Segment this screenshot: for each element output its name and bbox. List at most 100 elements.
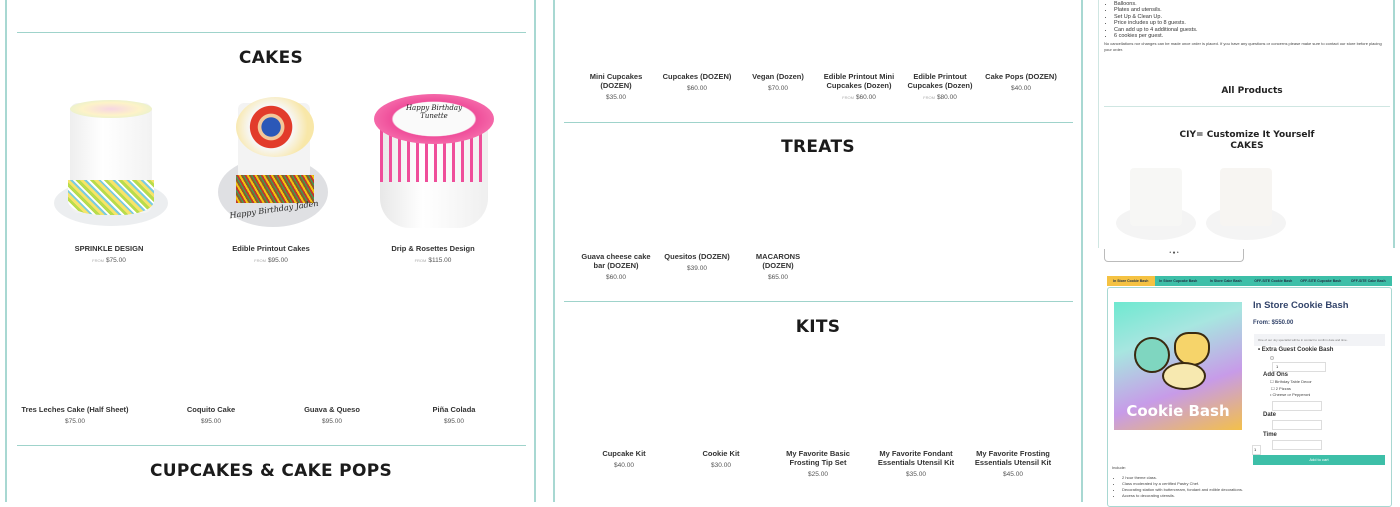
product-price: $39.00 bbox=[687, 265, 707, 272]
product-price: $95.00 bbox=[322, 418, 342, 425]
product-card[interactable]: Coquito Cake $95.00 bbox=[163, 405, 259, 425]
sprinkle-cake-image[interactable] bbox=[52, 95, 172, 230]
include-list: 2 hour theme class. Class moderated by a… bbox=[1122, 475, 1272, 499]
product-name[interactable]: Cupcake Kit bbox=[602, 449, 646, 458]
addon-option[interactable]: • Cheese or Pepperoni bbox=[1270, 392, 1311, 397]
product-price: FROM $95.00 bbox=[254, 257, 288, 264]
ciy-cake-image[interactable] bbox=[1116, 166, 1198, 242]
date-input[interactable] bbox=[1272, 420, 1322, 430]
include-label: Include: bbox=[1112, 465, 1127, 470]
product-price: $60.00 bbox=[606, 274, 626, 281]
product-card[interactable]: Piña Colada $95.00 bbox=[406, 405, 502, 425]
product-name[interactable]: Guava & Queso bbox=[304, 405, 360, 414]
product-name[interactable]: Quesitos (DOZEN) bbox=[664, 252, 730, 261]
product-name[interactable]: Guava cheese cake bar (DOZEN) bbox=[581, 252, 651, 270]
product-price: FROM $75.00 bbox=[92, 257, 126, 264]
ciy-heading: CIY= Customize It Yourself CAKES bbox=[1179, 130, 1315, 151]
extra-guest-quantity-input[interactable]: 1 bbox=[1272, 362, 1326, 372]
product-card[interactable]: My Favorite Frosting Essentials Utensil … bbox=[973, 449, 1053, 478]
product-card[interactable]: Cupcake Kit $40.00 bbox=[576, 449, 672, 469]
divider bbox=[564, 301, 1073, 302]
product-card[interactable]: Drip & Rosettes Design FROM $115.00 bbox=[385, 244, 481, 264]
tab-in-store-cookie-bash[interactable]: In Store Cookie Bash bbox=[1107, 276, 1155, 286]
product-price: $35.00 bbox=[606, 94, 626, 101]
product-price: $35.00 bbox=[906, 471, 926, 478]
product-price: $95.00 bbox=[201, 418, 221, 425]
cake-writing: Happy Birthday Tunette bbox=[405, 104, 463, 120]
product-name[interactable]: Mini Cupcakes (DOZEN) bbox=[589, 72, 643, 90]
product-name[interactable]: MACARONS (DOZEN) bbox=[755, 252, 801, 270]
addon-input[interactable] bbox=[1272, 401, 1322, 411]
product-name[interactable]: My Favorite Frosting Essentials Utensil … bbox=[974, 449, 1052, 467]
product-card[interactable]: Mini Cupcakes (DOZEN) $35.00 bbox=[581, 72, 651, 101]
product-name[interactable]: My Favorite Fondant Essentials Utensil K… bbox=[877, 449, 955, 467]
product-price: FROM $115.00 bbox=[414, 257, 452, 264]
product-card[interactable]: Cookie Kit $30.00 bbox=[673, 449, 769, 469]
product-card[interactable]: Cake Pops (DOZEN) $40.00 bbox=[981, 72, 1061, 92]
confirmation-notice: One of our Joy specialist will be in con… bbox=[1254, 334, 1385, 346]
product-name[interactable]: Edible Printout Mini Cupcakes (Dozen) bbox=[823, 72, 895, 90]
product-title: In Store Cookie Bash bbox=[1253, 300, 1349, 311]
date-label: Date bbox=[1263, 412, 1277, 418]
middle-panel bbox=[553, 0, 1083, 502]
divider bbox=[564, 122, 1073, 123]
product-name[interactable]: Edible Printout Cupcakes (Dozen) bbox=[907, 72, 973, 90]
product-card[interactable]: Quesitos (DOZEN) $39.00 bbox=[659, 252, 735, 272]
includes-list: Balloons. Plates and utensils. Set Up & … bbox=[1114, 1, 1384, 39]
product-card[interactable]: My Favorite Basic Frosting Tip Set $25.00 bbox=[780, 449, 856, 478]
product-name[interactable]: Drip & Rosettes Design bbox=[391, 244, 475, 253]
tab-offsite-cake-bash[interactable]: OFF-SITE Cake Bash bbox=[1350, 279, 1386, 283]
product-card[interactable]: Guava & Queso $95.00 bbox=[284, 405, 380, 425]
ciy-cake-image[interactable] bbox=[1206, 166, 1288, 242]
product-price: $40.00 bbox=[614, 462, 634, 469]
product-name[interactable]: Cupcakes (DOZEN) bbox=[662, 72, 732, 81]
product-name[interactable]: Tres Leches Cake (Half Sheet) bbox=[21, 405, 129, 414]
product-name[interactable]: Cake Pops (DOZEN) bbox=[985, 72, 1057, 81]
drip-rosettes-cake-image[interactable]: Happy Birthday Tunette bbox=[372, 92, 496, 232]
product-name[interactable]: Edible Printout Cakes bbox=[232, 244, 310, 253]
quantity-input[interactable]: 1 bbox=[1252, 445, 1261, 455]
divider bbox=[17, 445, 526, 446]
product-card[interactable]: Edible Printout Mini Cupcakes (Dozen) FRO… bbox=[821, 72, 897, 101]
product-name[interactable]: SPRINKLE DESIGN bbox=[74, 244, 144, 253]
all-products-heading: All Products bbox=[1221, 86, 1283, 96]
addon-option[interactable]: ☐ 2 Pizzas bbox=[1271, 386, 1291, 391]
product-name[interactable]: Cookie Kit bbox=[702, 449, 740, 458]
product-price: $40.00 bbox=[1011, 85, 1031, 92]
bash-tabs: In Store Cookie Bash In Store Cupcake Ba… bbox=[1107, 276, 1392, 286]
product-price: $45.00 bbox=[1003, 471, 1023, 478]
tab-offsite-cookie-bash[interactable]: OFF-SITE Cookie Bash bbox=[1254, 279, 1293, 283]
product-price: $30.00 bbox=[711, 462, 731, 469]
extra-guest-label: • Extra Guest Cookie Bash bbox=[1258, 347, 1334, 353]
product-card[interactable]: Edible Printout Cupcakes (Dozen) FROM $80.… bbox=[905, 72, 975, 101]
tab-in-store-cupcake-bash[interactable]: In Store Cupcake Bash bbox=[1159, 279, 1198, 283]
product-card[interactable]: My Favorite Fondant Essentials Utensil K… bbox=[876, 449, 956, 478]
product-card[interactable]: Tres Leches Cake (Half Sheet) $75.00 bbox=[15, 405, 135, 425]
product-name[interactable]: Piña Colada bbox=[432, 405, 476, 414]
time-input[interactable] bbox=[1272, 440, 1322, 450]
cupcakes-heading: CUPCAKES & CAKE POPS bbox=[149, 461, 393, 481]
divider bbox=[1104, 106, 1390, 107]
product-card[interactable]: MACARONS (DOZEN) $65.00 bbox=[748, 252, 808, 281]
product-card[interactable]: Guava cheese cake bar (DOZEN) $60.00 bbox=[581, 252, 651, 281]
product-price: From: $550.00 bbox=[1253, 320, 1294, 326]
product-name[interactable]: My Favorite Basic Frosting Tip Set bbox=[786, 449, 850, 467]
edible-printout-cake-image[interactable]: Happy Birthday Jaden bbox=[214, 95, 332, 230]
product-card[interactable]: Cupcakes (DOZEN) $60.00 bbox=[659, 72, 735, 92]
tab-offsite-cupcake-bash[interactable]: OFF-SITE Cupcake Bash bbox=[1300, 279, 1342, 283]
product-card[interactable]: Vegan (Dozen) $70.00 bbox=[740, 72, 816, 92]
product-name[interactable]: Vegan (Dozen) bbox=[752, 72, 804, 81]
product-price: $65.00 bbox=[768, 274, 788, 281]
kits-heading: KITS bbox=[795, 317, 841, 337]
addon-option[interactable]: ☐ Birthday Table Decor bbox=[1270, 379, 1312, 384]
product-card[interactable]: Edible Printout Cakes FROM $95.00 bbox=[223, 244, 319, 264]
extra-guest-checkbox[interactable] bbox=[1270, 356, 1274, 360]
carousel-dots[interactable]: • ● • bbox=[1104, 249, 1244, 262]
product-name[interactable]: Coquito Cake bbox=[186, 405, 236, 414]
product-price: $75.00 bbox=[65, 418, 85, 425]
cookie-bash-image: Cookie Bash bbox=[1114, 302, 1242, 430]
product-price: $70.00 bbox=[768, 85, 788, 92]
tab-in-store-cake-bash[interactable]: In Store Cake Bash bbox=[1209, 279, 1242, 283]
add-to-cart-button[interactable]: Add to cart bbox=[1253, 455, 1385, 465]
product-card[interactable]: SPRINKLE DESIGN FROM $75.00 bbox=[61, 244, 157, 264]
